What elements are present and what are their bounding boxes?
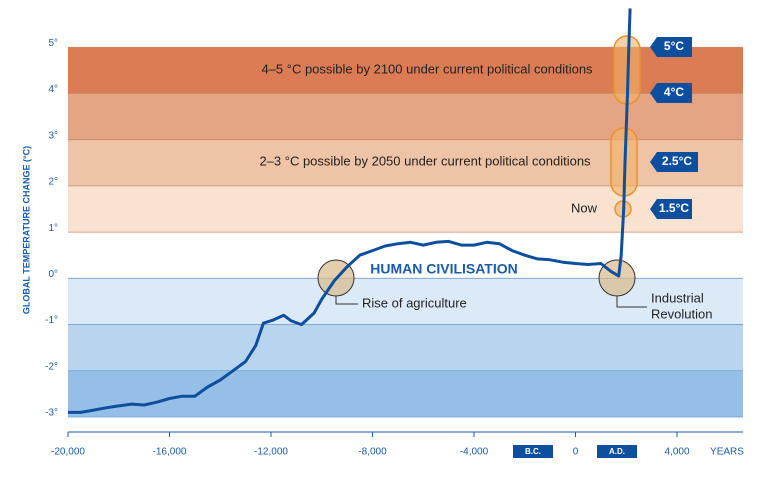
annotation: Revolution	[651, 306, 712, 321]
badge-label: 4°C	[664, 85, 684, 99]
y-axis-label: GLOBAL TEMPERATURE CHANGE (°C)	[21, 146, 31, 314]
badge-label: 5°C	[664, 39, 684, 53]
y-tick-label: 4°	[48, 84, 58, 95]
now-label: Now	[571, 200, 598, 215]
badge	[650, 37, 692, 57]
y-tick-label: 0°	[48, 269, 58, 280]
y-tick-label: -3°	[45, 408, 58, 419]
annotation: Industrial	[651, 290, 704, 305]
y-tick-label: -1°	[45, 315, 58, 326]
y-tick-label: 3°	[48, 130, 58, 141]
band	[68, 324, 743, 371]
band-note: 2–3 °C possible by 2050 under current po…	[259, 153, 591, 168]
x-tick-label: -16,000	[153, 447, 187, 458]
x-unit-label: YEARS	[710, 447, 744, 458]
x-tick-label: 4,000	[665, 447, 690, 458]
x-tick-label: -8,000	[358, 447, 387, 458]
x-tick-label: -4,000	[460, 447, 489, 458]
x-tick-label: -12,000	[254, 447, 288, 458]
era-title: HUMAN CIVILISATION	[370, 261, 518, 277]
badge-label: 1.5°C	[659, 201, 689, 215]
leader	[616, 296, 647, 308]
badge	[650, 199, 692, 219]
badge-label: 2.5°C	[662, 154, 692, 168]
temperature-line	[68, 8, 632, 414]
y-tick-label: 2°	[48, 177, 58, 188]
y-tick-label: 5°	[48, 38, 58, 49]
band	[68, 93, 743, 140]
annotation: Rise of agriculture	[362, 295, 467, 310]
era-badge	[513, 445, 553, 458]
era-label: A.D.	[609, 447, 625, 456]
era-badge	[597, 445, 637, 458]
y-tick-label: 1°	[48, 223, 58, 234]
band	[68, 185, 743, 233]
band-note: 4–5 °C possible by 2100 under current po…	[261, 61, 593, 76]
leader	[335, 296, 358, 305]
badge	[650, 152, 698, 172]
badge	[650, 83, 692, 103]
era-label: B.C.	[525, 447, 541, 456]
band	[68, 370, 743, 417]
y-tick-label: -2°	[45, 361, 58, 372]
x-tick-label: -20,000	[51, 447, 85, 458]
x-tick-label: 0	[573, 447, 579, 458]
